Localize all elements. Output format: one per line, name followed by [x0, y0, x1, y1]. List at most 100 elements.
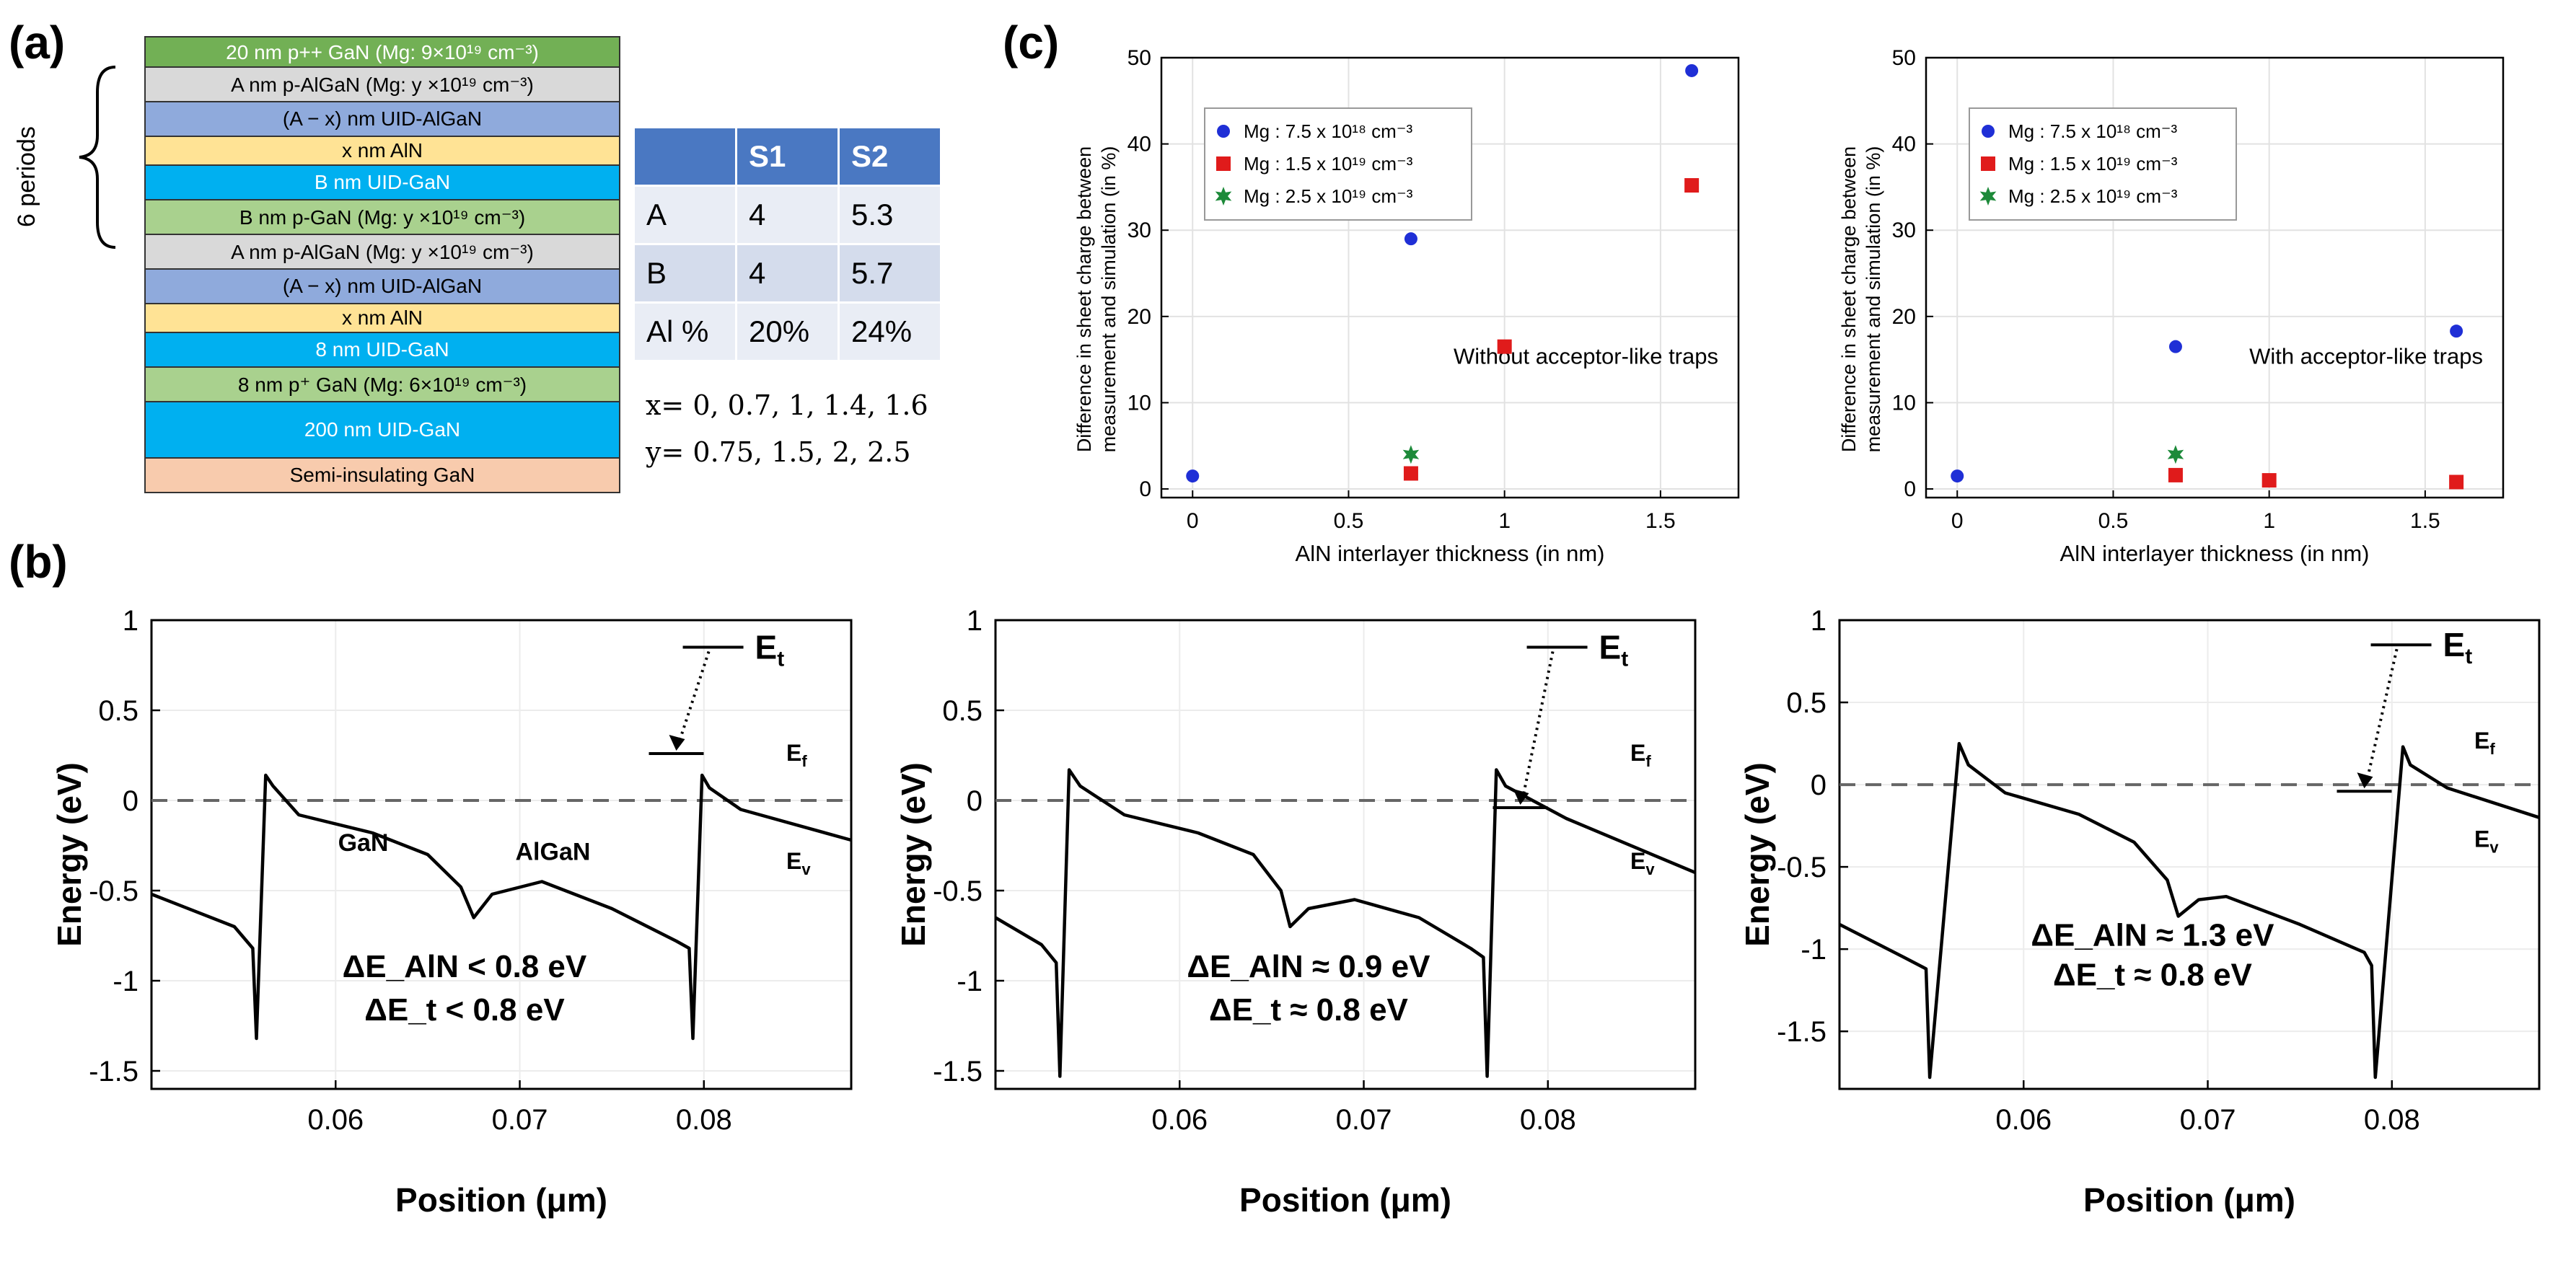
valence-band-line — [151, 773, 852, 1041]
data-point — [1404, 232, 1417, 246]
x-values-line: x= 0, 0.7, 1, 1.4, 1.6 — [646, 389, 928, 421]
ev-label: Ev — [2474, 826, 2499, 857]
y-axis-label: Energy (eV) — [50, 762, 88, 947]
table-cell: 5.7 — [838, 244, 942, 304]
x-tick-label: 0.08 — [1520, 1104, 1576, 1136]
x-tick-label: 1 — [1498, 509, 1511, 533]
data-point — [2167, 445, 2184, 464]
y-axis-label: Difference in sheet charge between measur… — [1838, 146, 1884, 453]
ev-label-sub: v — [801, 860, 811, 878]
x-tick-label: 0.07 — [492, 1104, 548, 1136]
ef-label: Ef — [1630, 740, 1651, 770]
y-tick-label: -1 — [1801, 934, 1827, 966]
y-tick-label: 0 — [1139, 477, 1151, 501]
x-axis-label: Position (μm) — [1239, 1181, 1451, 1219]
y-tick-label: -0.5 — [1777, 852, 1827, 883]
chart-c-right: 0 0.5 1 1.5 0 10 20 30 40 50 AlN interlayer thickn… — [1838, 46, 2505, 566]
data-point — [1403, 466, 1418, 481]
y-values-line: y= 0.75, 1.5, 2, 2.5 — [646, 436, 911, 468]
data-point — [1685, 63, 1699, 77]
layer-5: B nm p-GaN (Mg: y ×10¹⁹ cm⁻³) — [144, 200, 620, 235]
layer-4: B nm UID-GaN — [144, 166, 620, 200]
y-tick-label: 0 — [1904, 477, 1916, 501]
et-label: Et — [1599, 629, 1629, 671]
table-row: B 4 5.7 — [635, 244, 942, 304]
ev-label: Ev — [1630, 848, 1655, 878]
x-tick-label: 1 — [2263, 509, 2275, 533]
x-tick-label: 1.5 — [2410, 509, 2440, 533]
y-tick-label: 0.5 — [98, 695, 139, 727]
y-axis-label-line: Difference in sheet charge between — [1073, 146, 1095, 452]
ef-label-sub: f — [1645, 752, 1651, 770]
ef-label-sub: f — [801, 752, 807, 770]
chart-annotation: Without acceptor-like traps — [1454, 344, 1718, 369]
layer-3: x nm AlN — [144, 137, 620, 166]
layer-0: 20 nm p++ GaN (Mg: 9×10¹⁹ cm⁻³) — [144, 36, 620, 68]
ef-label-sub: f — [2489, 740, 2495, 758]
x-tick-label: 0.06 — [1995, 1104, 2052, 1136]
et-label-sub: t — [777, 648, 784, 671]
arrow-head-icon — [1513, 789, 1529, 805]
y-tick-label: -0.5 — [933, 875, 983, 907]
data-point — [1402, 445, 1420, 464]
x-tick-label: 0.06 — [307, 1104, 364, 1136]
y-tick-label: 50 — [1127, 46, 1151, 70]
x-tick-label: 1.5 — [1645, 509, 1676, 533]
y-tick-label: 0 — [1811, 769, 1827, 801]
y-tick-label: -1 — [957, 966, 983, 997]
chart-c-left: 0 0.5 1 1.5 0 10 20 30 40 50 AlN interlayer thickn… — [1073, 46, 1740, 566]
chart-b-1: 0.06 0.07 0.08 1 0.5 0 -0.5 -1 -1.5 Position (μm)… — [50, 605, 853, 1219]
y-tick-label: 0 — [123, 785, 139, 817]
x-tick-label: 0.06 — [1151, 1104, 1208, 1136]
ef-label: Ef — [786, 740, 807, 770]
data-point — [1186, 469, 1200, 483]
capture-arrow-line — [2365, 648, 2399, 780]
equation-1: ΔE_AlN ≈ 0.9 eV — [1187, 949, 1430, 984]
x-tick-label: 0.08 — [676, 1104, 732, 1136]
valence-band-line — [994, 768, 1696, 1078]
capture-arrow-line — [677, 650, 711, 743]
y-tick-label: 1 — [123, 605, 139, 637]
y-tick-label: 30 — [1127, 219, 1151, 242]
panel-label-b: (b) — [9, 536, 68, 588]
table-cell: A — [635, 185, 737, 245]
table-cell: 24% — [838, 302, 942, 362]
ev-label-sub: v — [2489, 839, 2499, 857]
table-cell: 5.3 — [838, 185, 942, 245]
legend-entry: Mg : 2.5 x 10¹⁹ cm⁻³ — [2008, 185, 2178, 207]
table-cell: B — [635, 244, 737, 304]
x-axis-label: AlN interlayer thickness (in nm) — [2060, 541, 2370, 566]
legend-marker — [1217, 125, 1230, 138]
ef-label-main: E — [2474, 728, 2489, 754]
layer-stack: 20 nm p++ GaN (Mg: 9×10¹⁹ cm⁻³) A nm p-Al… — [144, 36, 620, 493]
plot-frame — [1160, 56, 1740, 499]
x-tick-label: 0 — [1187, 509, 1199, 533]
layer-2: (A − x) nm UID-AlGaN — [144, 102, 620, 137]
sample-table: S1 S2 A 4 5.3 B 4 5.7 Al % 20% 24% — [635, 128, 942, 362]
et-label-sub: t — [1621, 648, 1628, 671]
y-tick-label: 0 — [967, 785, 983, 817]
equation-2: ΔE_t < 0.8 eV — [364, 992, 565, 1028]
legend-marker — [1215, 187, 1232, 206]
chart-b-2: 0.06 0.07 0.08 1 0.5 0 -0.5 -1 -1.5 Position (μm)… — [894, 605, 1697, 1219]
table-header — [635, 128, 737, 187]
et-label-sub: t — [2465, 645, 2472, 668]
x-tick-label: 0.5 — [2098, 509, 2129, 533]
et-label-main: E — [1599, 629, 1622, 666]
legend-entry: Mg : 1.5 x 10¹⁹ cm⁻³ — [2008, 153, 2178, 175]
legend-marker — [1216, 156, 1231, 171]
y-tick-label: 20 — [1127, 305, 1151, 329]
y-axis-label-line: measurement and simulation (in %) — [1098, 146, 1120, 453]
plot-frame — [150, 619, 853, 1090]
x-axis-label: Position (μm) — [395, 1181, 607, 1219]
y-tick-label: 40 — [1127, 133, 1151, 156]
layer-1: A nm p-AlGaN (Mg: y ×10¹⁹ cm⁻³) — [144, 68, 620, 102]
layer-12: Semi-insulating GaN — [144, 459, 620, 493]
table-cell: 4 — [736, 185, 840, 245]
data-point — [2450, 325, 2463, 338]
et-label: Et — [2443, 626, 2473, 668]
y-tick-label: 50 — [1892, 46, 1916, 70]
table-cell: 20% — [736, 302, 840, 362]
data-point — [2168, 467, 2183, 482]
y-axis-label-line: measurement and simulation (in %) — [1863, 146, 1884, 453]
